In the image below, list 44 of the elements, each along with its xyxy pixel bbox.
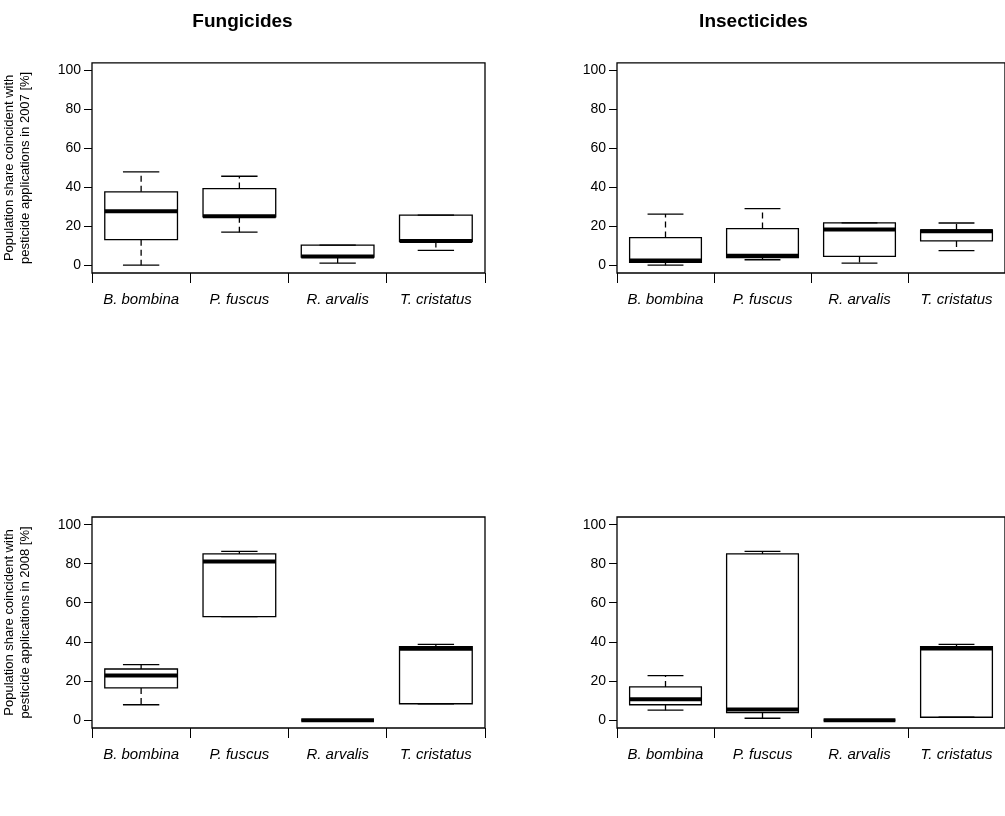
x-tick-label: T. cristatus [399,290,473,308]
x-tick-label: T. cristatus [399,745,473,763]
x-tick-label: B. bombina [627,290,704,308]
x-tick-label: P. fuscus [732,745,793,763]
y-tick-label: 100 [582,61,607,78]
y-tick-label: 40 [65,178,82,195]
y-tick-label: 100 [57,515,82,532]
y-axis-title: Population share coincident with pesticide applications in 2007 [%] [1,71,32,265]
y-tick-label: 60 [590,593,607,610]
y-tick-label: 80 [590,554,607,571]
y-tick-label: 60 [65,139,82,156]
y-tick-label: 60 [65,593,82,610]
x-tick-label: R. arvalis [828,290,892,308]
x-tick-label: B. bombina [103,290,180,308]
x-tick-label: R. arvalis [306,745,370,763]
y-tick-label: 20 [65,671,82,688]
x-tick-label: R. arvalis [828,745,892,763]
y-tick-label: 100 [57,61,82,78]
y-tick-label: 80 [590,100,607,117]
x-tick-label: P. fuscus [209,745,270,763]
y-tick-label: 20 [590,671,607,688]
x-tick-label: B. bombina [627,745,704,763]
x-tick-label: P. fuscus [732,290,793,308]
y-tick-label: 80 [65,554,82,571]
y-tick-label: 40 [590,178,607,195]
chart-title: Fungicides [192,9,293,31]
y-tick-label: 20 [65,217,82,234]
y-axis-title: Population share coincident with pesticide applications in 2008 [%] [1,526,32,719]
y-tick-label: 20 [590,217,607,234]
x-tick-label: T. cristatus [920,745,993,763]
y-tick-label: 40 [590,632,607,649]
y-tick-label: 80 [65,100,82,117]
x-tick-label: P. fuscus [209,290,270,308]
y-tick-label: 60 [590,139,607,156]
x-tick-label: T. cristatus [920,290,993,308]
x-tick-label: B. bombina [103,745,180,763]
y-tick-label: 0 [73,711,82,728]
y-tick-label: 0 [73,256,82,273]
y-tick-label: 0 [598,256,607,273]
y-tick-label: 100 [582,515,607,532]
y-tick-label: 40 [65,632,82,649]
y-tick-label: 0 [598,711,607,728]
x-tick-label: R. arvalis [306,290,370,308]
chart-title: Insecticides [699,9,808,31]
